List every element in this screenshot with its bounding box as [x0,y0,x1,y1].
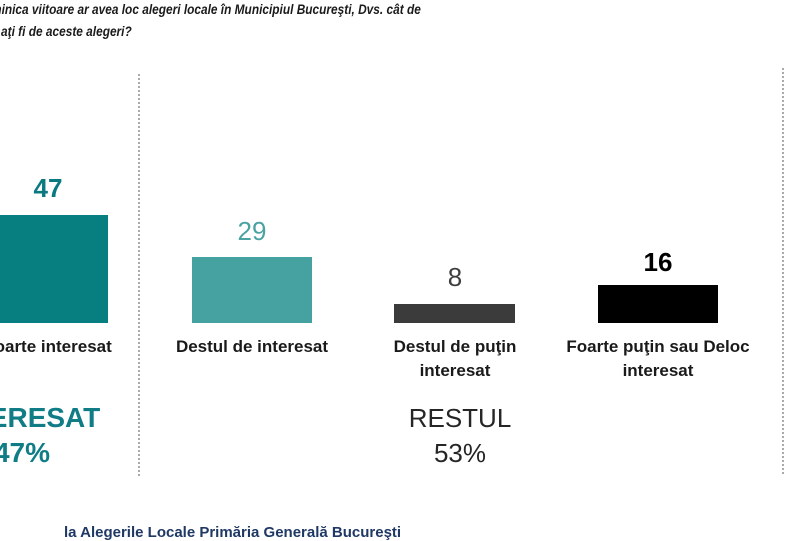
chart-title-line1: minica viitoare ar avea loc alegeri loca… [0,2,421,17]
group-divider-dotted-line-left [138,74,140,476]
chart-title-line2: aţi fi de aceste alegeri? [1,24,132,39]
bar-value-destul-de-interesat: 29 [237,216,267,246]
footer-caption: la Alegerile Locale Primăria Generală Bu… [64,524,402,541]
group-percent-interesat: 47% [0,437,51,468]
group-label-restul: RESTUL [408,403,512,433]
bar-value-foarte-putin-sau-deloc: 16 [643,247,673,277]
group-label-interesat: INTERESAT [0,402,101,433]
bar-destul-de-putin-interesat [394,304,515,323]
bar-value-destul-de-putin-interesat: 8 [447,262,463,292]
category-label-destul-de-interesat: Destul de interesat [175,337,329,356]
category-label-destul-de-putin-interesat: Destul de puţin interesat [393,337,517,380]
category-label-foarte-putin-sau-deloc: Foarte puţin sau Deloc interesat [566,337,750,380]
category-label-foarte-interesat: Foarte interesat [0,337,112,356]
bar-value-foarte-interesat: 47 [33,173,63,203]
bar-destul-de-interesat [192,257,312,323]
group-divider-dotted-line-right [782,68,784,474]
bar-foarte-putin-sau-deloc [598,285,718,323]
group-percent-restul: 53% [433,438,487,468]
bar-foarte-interesat [0,215,108,323]
